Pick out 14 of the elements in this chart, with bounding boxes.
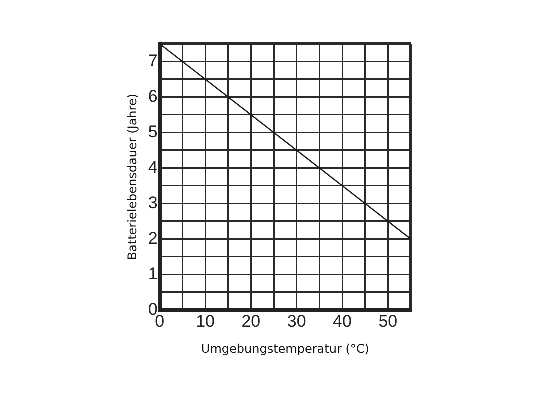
y-tick-label: 6 (148, 86, 158, 106)
y-tick-label: 2 (148, 228, 158, 248)
y-tick-label: 7 (148, 51, 158, 70)
y-axis-title: Batterielebensdauer (Jahre) (125, 94, 140, 260)
x-axis-title: Umgebungstemperatur (°C) (201, 342, 370, 356)
x-tick-label: 20 (242, 312, 261, 332)
y-tick-label: 3 (148, 193, 158, 212)
x-tick-label: 30 (287, 312, 306, 332)
y-tick-label: 5 (148, 122, 158, 142)
x-tick-label: 50 (378, 312, 398, 332)
x-tick-label: 10 (196, 312, 215, 332)
y-tick-label: 1 (148, 264, 158, 284)
y-tick-label: 4 (148, 158, 158, 177)
x-tick-label: 40 (333, 312, 352, 332)
